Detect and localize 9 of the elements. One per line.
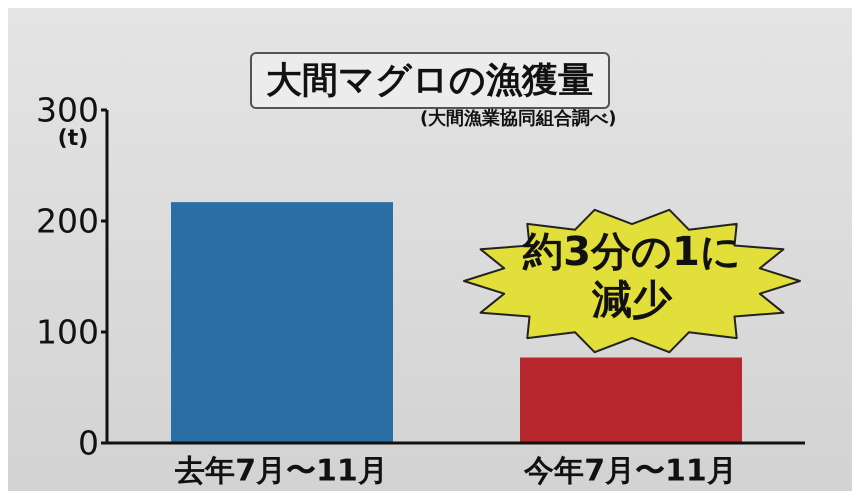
annotation: (大間漁業協同組合調べ): [420, 107, 616, 130]
y-tick-label: 0: [78, 424, 99, 463]
annotation: 約3分の1に減少: [522, 228, 742, 324]
x-tick-label: 去年7月〜11月: [174, 453, 388, 488]
chart-title: 大間マグロの漁獲量: [250, 52, 610, 109]
y-axis-title: (t): [56, 126, 90, 151]
y-tick-label: 200: [36, 202, 99, 241]
x-tick-label: 今年7月〜11月: [523, 453, 737, 488]
y-tick-label: 100: [36, 312, 99, 352]
